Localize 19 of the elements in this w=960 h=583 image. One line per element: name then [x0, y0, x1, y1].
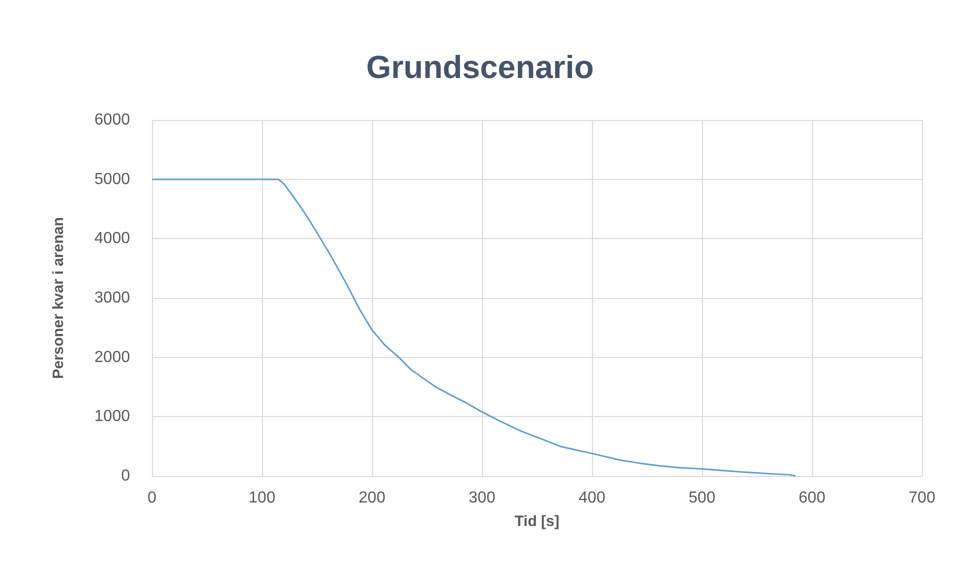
line-series — [151, 178, 796, 477]
x-tick-label: 700 — [908, 490, 936, 506]
chart-title: Grundscenario — [366, 49, 594, 85]
x-tick-label: 200 — [358, 490, 386, 506]
y-axis-title: Personer kvar i arenan — [50, 217, 67, 379]
y-tick-label: 6000 — [94, 112, 130, 128]
x-tick-label: 600 — [798, 490, 826, 506]
x-tick-label: 0 — [148, 490, 157, 506]
y-tick-label: 0 — [121, 468, 130, 484]
y-tick-label: 1000 — [94, 408, 130, 426]
x-axis-title: Tid [s] — [514, 513, 560, 530]
x-tick-label: 500 — [688, 490, 716, 506]
y-tick-label: 5000 — [94, 170, 130, 188]
x-tick-label: 400 — [578, 490, 606, 506]
y-tick-label: 3000 — [94, 290, 130, 306]
x-tick-label: 300 — [468, 490, 496, 506]
y-tick-label: 2000 — [94, 348, 130, 366]
y-tick-label: 4000 — [94, 230, 130, 248]
x-tick-label: 100 — [248, 490, 276, 506]
